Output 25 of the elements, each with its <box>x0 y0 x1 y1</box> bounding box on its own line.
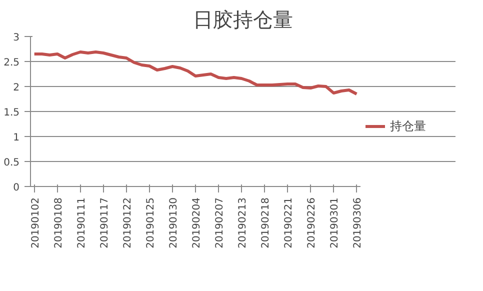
x-tick-label: 20190204 <box>192 197 202 248</box>
x-tick-label: 20190221 <box>284 197 295 248</box>
y-tick-label: 1.5 <box>4 108 20 118</box>
x-tick-label: 20190130 <box>168 197 180 248</box>
x-tick-label: 20190213 <box>238 197 249 248</box>
x-tick-label: 20190102 <box>30 197 42 248</box>
y-tick-label: 3 <box>13 32 20 44</box>
x-tick-label: 20190218 <box>260 197 272 248</box>
y-tick-label: 1 <box>13 132 20 144</box>
x-tick-label: 20190117 <box>99 197 110 248</box>
x-tick-label: 20190207 <box>214 197 226 248</box>
y-tick-label: 2 <box>13 82 20 94</box>
line-series <box>32 50 358 96</box>
x-tick-label: 20190108 <box>53 197 64 248</box>
x-tick-label: 20190122 <box>122 197 134 248</box>
legend-label: 持仓量 <box>390 118 426 134</box>
x-tick-label: 20190125 <box>145 197 156 248</box>
x-tick-label: 20190111 <box>76 197 88 248</box>
y-tick-label: 2.5 <box>4 58 20 68</box>
y-tick-label: 0 <box>13 182 20 194</box>
x-tick-label: 20190301 <box>330 197 341 248</box>
x-tick-label: 20190226 <box>306 197 318 248</box>
x-tick-label: 20190306 <box>352 197 364 248</box>
y-tick-label: 0.5 <box>4 158 20 168</box>
chart-title: 日胶持仓量 <box>193 8 293 32</box>
